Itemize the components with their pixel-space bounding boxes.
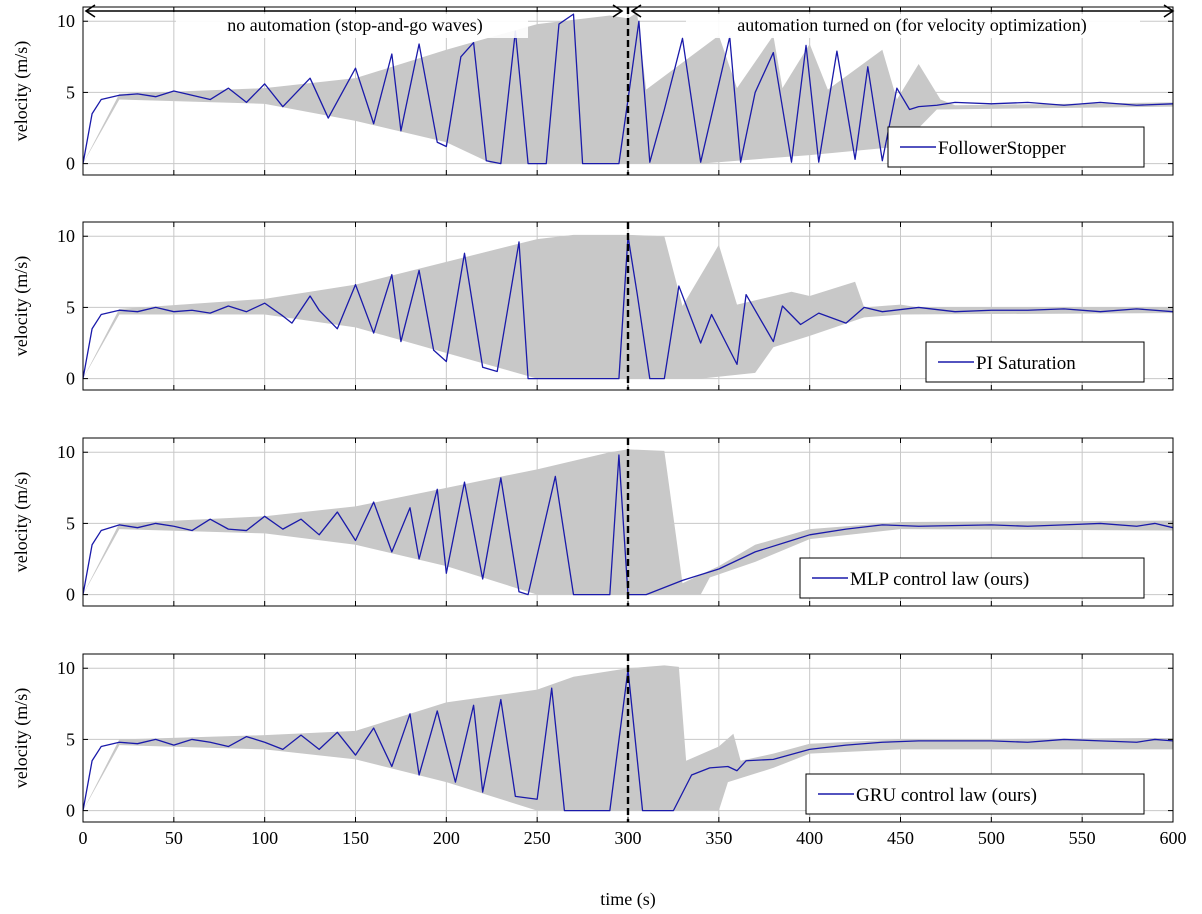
x-tick-label: 300 [615, 828, 642, 848]
left-annot-bg [176, 14, 528, 38]
x-tick-label: 400 [796, 828, 823, 848]
series-line [82, 454, 1174, 596]
series-line [82, 669, 1174, 812]
y-axis-label: velocity (m/s) [11, 688, 32, 788]
x-tick-label: 450 [887, 828, 914, 848]
x-axis-label: time (s) [600, 889, 656, 910]
y-tick-label: 0 [66, 585, 75, 605]
right-arrowhead-end [1163, 4, 1175, 18]
x-tick-label: 500 [978, 828, 1005, 848]
x-tick-label: 150 [342, 828, 369, 848]
variance-band [83, 234, 1173, 379]
x-tick-label: 0 [79, 828, 88, 848]
y-tick-label: 0 [66, 154, 75, 174]
y-tick-label: 5 [66, 729, 75, 749]
right-annot-bg [686, 14, 1140, 38]
x-tick-label: 100 [251, 828, 278, 848]
legend-label: FollowerStopper [938, 138, 1066, 159]
legend-box [799, 557, 1145, 599]
y-tick-label: 5 [66, 82, 75, 102]
y-tick-label: 10 [57, 658, 75, 678]
y-tick-label: 0 [66, 369, 75, 389]
y-tick-label: 10 [57, 442, 75, 462]
y-tick-label: 0 [66, 801, 75, 821]
y-axis-label: velocity (m/s) [11, 256, 32, 356]
top-annotation: no automation (stop-and-go waves) automa… [84, 4, 1175, 38]
chart-panel-3: 0 5 10 velocity (m/s) MLP control law (ours) [11, 437, 1174, 607]
legend-box [805, 773, 1145, 815]
legend-label: GRU control law (ours) [856, 785, 1037, 806]
left-arrowhead-end [612, 4, 624, 18]
x-tick-label: 200 [433, 828, 460, 848]
y-axis-label: velocity (m/s) [11, 472, 32, 572]
right-arrowhead-start [630, 4, 642, 18]
annotation-automation-on: automation turned on (for velocity optim… [737, 15, 1086, 36]
x-tick-label: 550 [1069, 828, 1096, 848]
chart-panel-4: 0 50 100 150 200 250 300 350 400 450 500 550 600 0 5 10… [11, 653, 1187, 848]
series-line [82, 235, 1174, 380]
y-tick-label: 10 [57, 11, 75, 31]
legend-label: MLP control law (ours) [850, 569, 1029, 590]
x-tick-label: 600 [1160, 828, 1187, 848]
panels: 0 5 10 velocity (m/s) FollowerStopper 0 5 10 vel… [11, 6, 1187, 848]
series-line [82, 13, 1174, 165]
chart-panel-2: 0 5 10 velocity (m/s) PI Saturation [11, 221, 1174, 391]
annotation-no-automation: no automation (stop-and-go waves) [227, 15, 482, 36]
y-tick-label: 5 [66, 513, 75, 533]
left-arrowhead-start [84, 4, 96, 18]
x-tick-label: 350 [705, 828, 732, 848]
y-tick-label: 5 [66, 297, 75, 317]
y-axis-label: velocity (m/s) [11, 41, 32, 141]
x-tick-label: 50 [165, 828, 183, 848]
x-tick-label: 250 [524, 828, 551, 848]
y-tick-label: 10 [57, 226, 75, 246]
legend-label: PI Saturation [976, 353, 1076, 374]
